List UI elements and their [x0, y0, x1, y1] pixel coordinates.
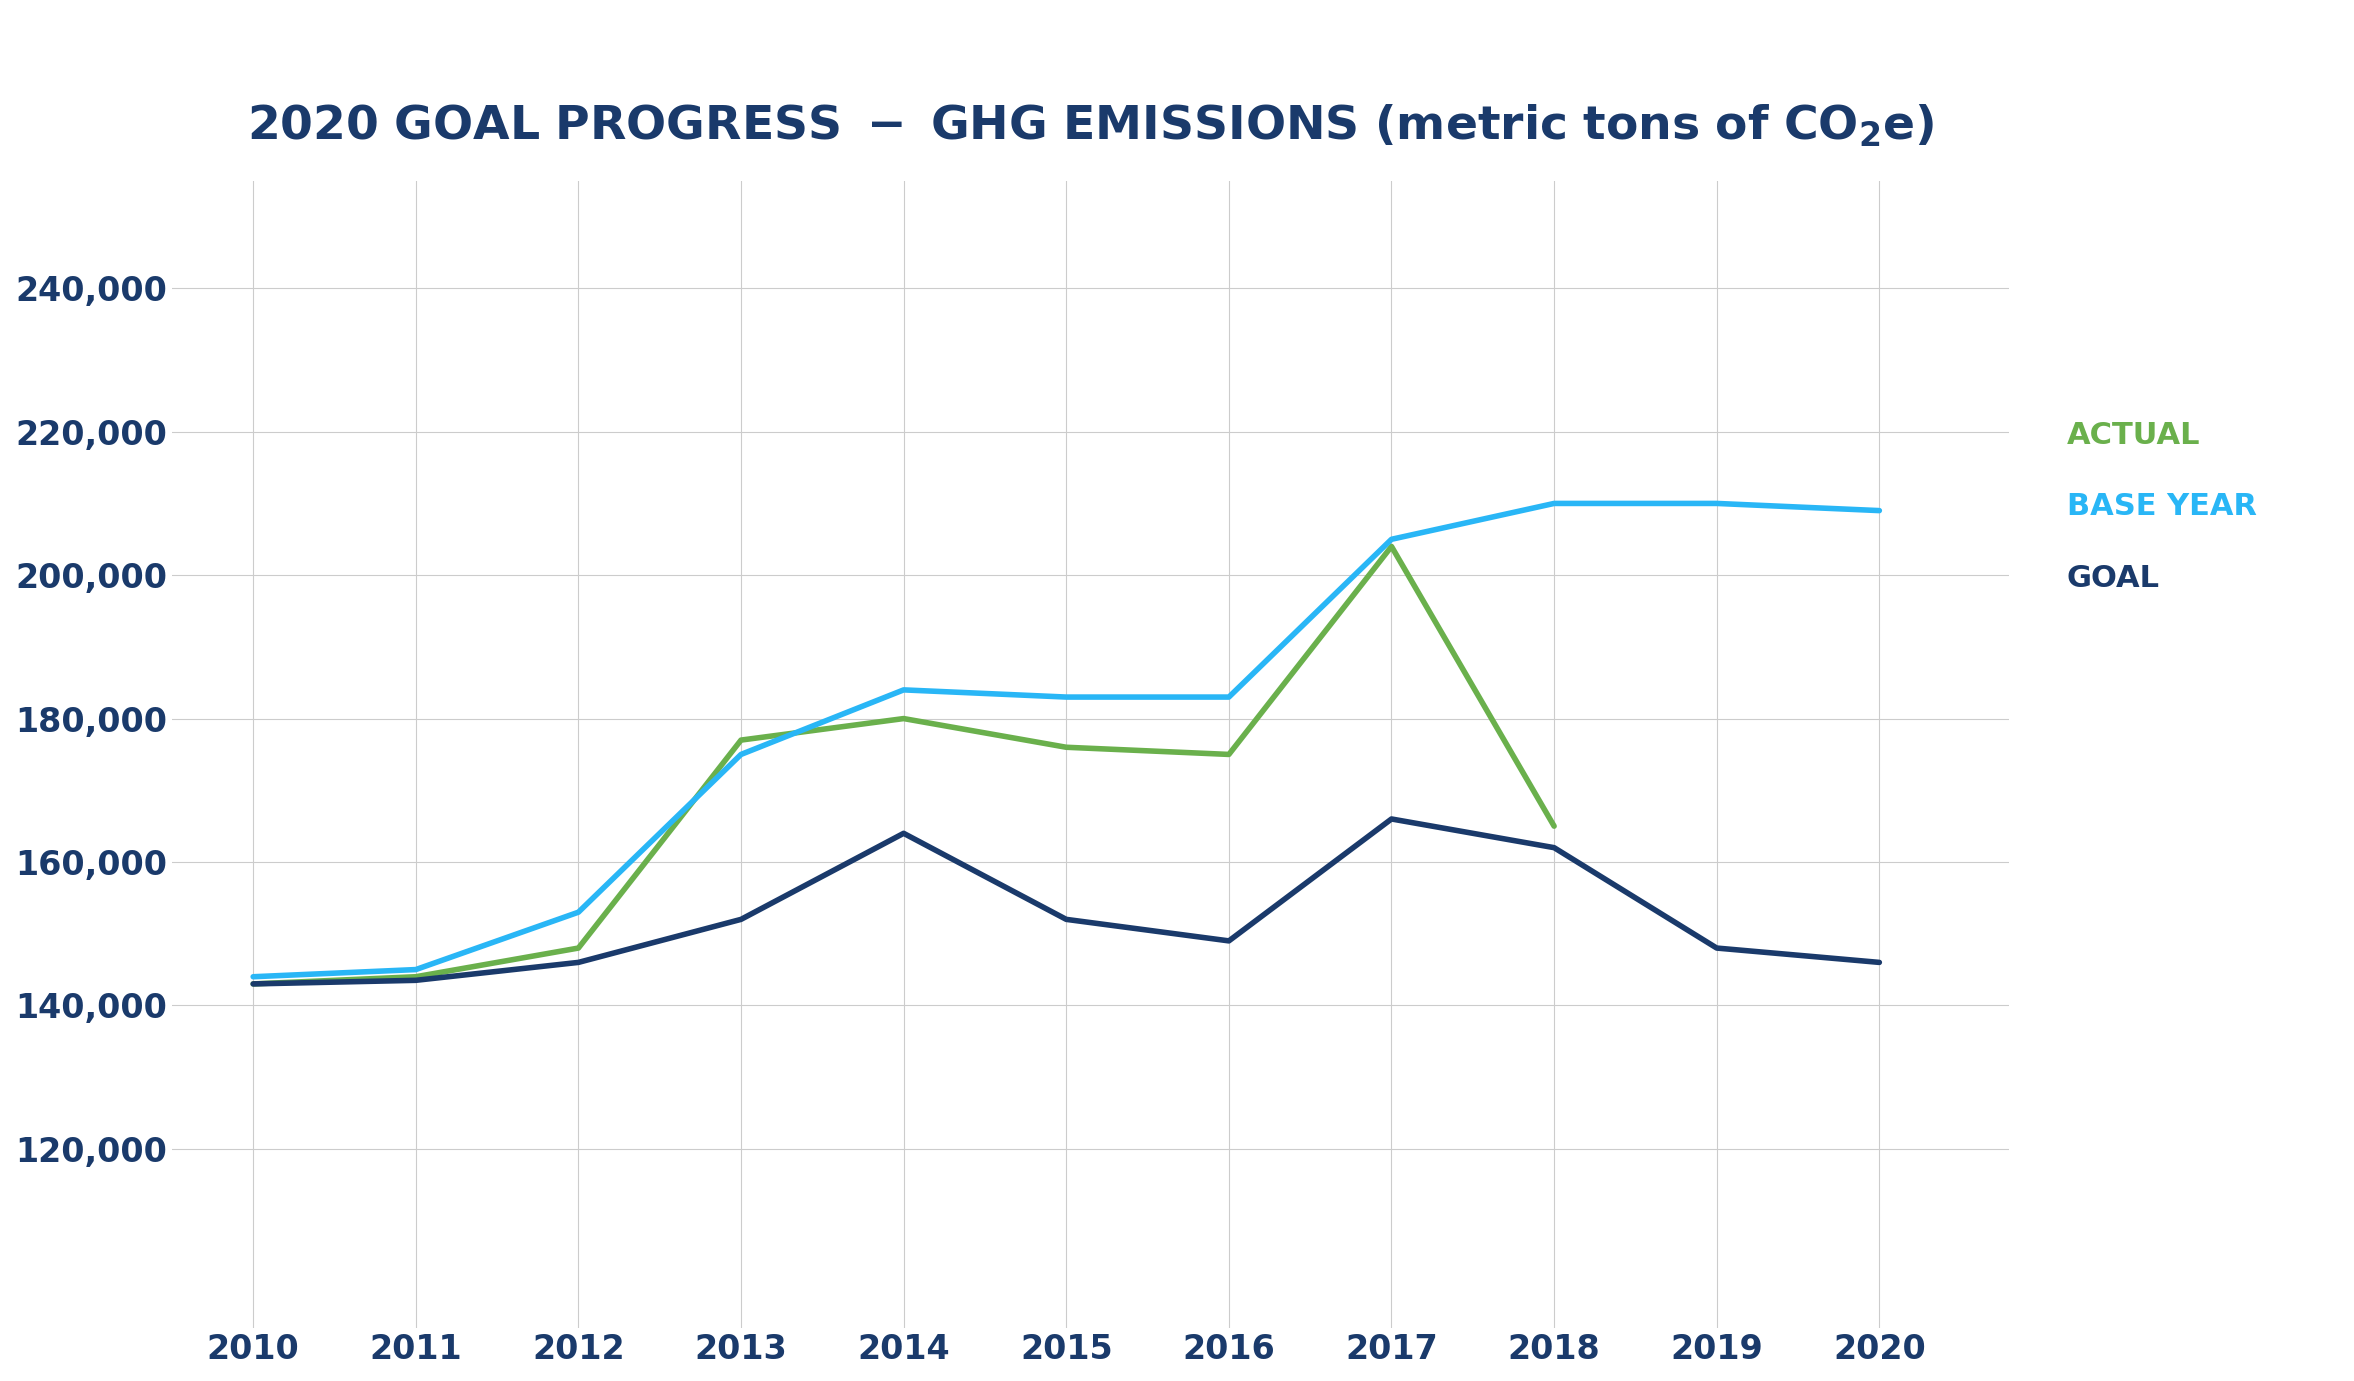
Text: ACTUAL: ACTUAL	[2067, 421, 2201, 449]
Text: BASE YEAR: BASE YEAR	[2067, 493, 2257, 521]
Text: GOAL: GOAL	[2067, 565, 2161, 592]
Title: $\mathbf{2020\ GOAL\ PROGRESS\ -\ GHG\ EMISSIONS\ (metric\ tons\ of\ CO_2e)}$: $\mathbf{2020\ GOAL\ PROGRESS\ -\ GHG\ E…	[247, 102, 1935, 149]
